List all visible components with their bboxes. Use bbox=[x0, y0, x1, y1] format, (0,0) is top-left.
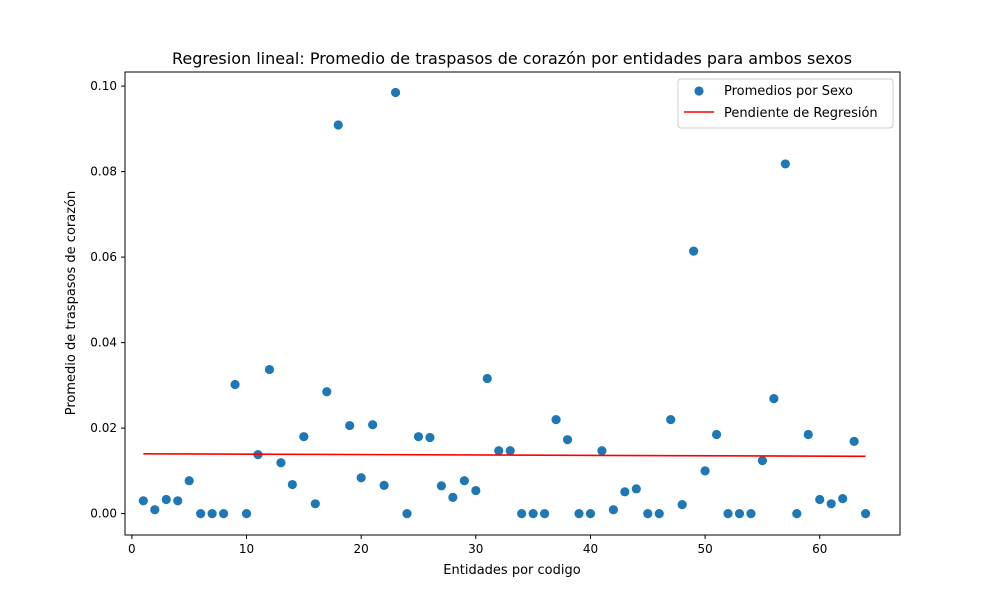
data-point bbox=[333, 120, 343, 130]
y-tick-label: 0.00 bbox=[90, 507, 117, 521]
data-point bbox=[425, 432, 435, 443]
y-axis-label: Promedio de traspasos de corazón bbox=[64, 191, 79, 415]
x-tick-label: 50 bbox=[697, 542, 712, 556]
data-point bbox=[413, 432, 424, 442]
regression-line bbox=[143, 452, 866, 458]
data-point bbox=[482, 373, 492, 384]
data-point bbox=[196, 509, 206, 519]
data-point bbox=[448, 492, 458, 502]
plot-frame bbox=[124, 71, 901, 536]
data-point bbox=[322, 387, 332, 397]
legend-box bbox=[677, 78, 894, 129]
data-point bbox=[746, 509, 756, 519]
data-point bbox=[631, 484, 641, 494]
data-point bbox=[689, 246, 699, 256]
data-point bbox=[264, 364, 275, 375]
data-point bbox=[390, 87, 401, 98]
data-point bbox=[173, 496, 183, 506]
data-point bbox=[540, 509, 550, 519]
chart-title: Regresion lineal: Promedio de traspasos … bbox=[172, 49, 852, 68]
data-point bbox=[207, 509, 217, 519]
data-point bbox=[849, 436, 859, 446]
data-point bbox=[287, 479, 297, 490]
data-point bbox=[402, 509, 412, 519]
data-point bbox=[551, 414, 561, 425]
data-point bbox=[803, 429, 813, 440]
data-point bbox=[368, 420, 378, 430]
data-point bbox=[608, 505, 618, 515]
legend: Promedios por Sexo Pendiente de Regresión bbox=[677, 78, 894, 129]
data-point bbox=[494, 446, 504, 456]
plot-area bbox=[124, 71, 901, 536]
y-tick-label: 0.06 bbox=[90, 250, 117, 264]
x-tick-label: 20 bbox=[354, 542, 369, 556]
data-point bbox=[597, 446, 607, 456]
data-point bbox=[815, 494, 825, 505]
data-point bbox=[528, 509, 538, 519]
x-tick-label: 60 bbox=[812, 542, 827, 556]
data-point bbox=[861, 509, 871, 519]
data-point bbox=[620, 487, 630, 497]
data-point bbox=[517, 509, 527, 519]
data-point bbox=[677, 500, 687, 510]
x-tick-label: 40 bbox=[583, 542, 598, 556]
y-tick-label: 0.04 bbox=[90, 336, 117, 350]
y-tick-label: 0.02 bbox=[90, 421, 117, 435]
data-point bbox=[138, 496, 148, 506]
data-point bbox=[241, 509, 252, 519]
data-point bbox=[505, 446, 515, 456]
data-point bbox=[700, 466, 710, 476]
data-point bbox=[734, 509, 745, 519]
y-axis: 0.00 0.02 0.04 0.06 0.08 0.10 bbox=[90, 79, 125, 521]
data-point bbox=[230, 379, 240, 390]
data-point bbox=[161, 494, 171, 505]
x-tick-label: 0 bbox=[128, 542, 136, 556]
data-point bbox=[780, 159, 790, 169]
legend-marker-scatter bbox=[694, 86, 704, 96]
legend-label-line: Pendiente de Regresión bbox=[724, 106, 878, 121]
data-point bbox=[826, 499, 836, 509]
data-point bbox=[585, 509, 596, 519]
x-axis: 0 10 20 30 40 50 60 bbox=[128, 535, 827, 556]
data-point bbox=[643, 509, 653, 519]
data-point bbox=[769, 394, 779, 404]
y-tick-label: 0.10 bbox=[90, 79, 117, 93]
data-point bbox=[757, 456, 768, 466]
legend-label-scatter: Promedios por Sexo bbox=[724, 84, 853, 99]
data-point bbox=[838, 494, 848, 504]
data-point bbox=[150, 505, 160, 515]
x-tick-label: 10 bbox=[239, 542, 254, 556]
data-point bbox=[654, 509, 664, 519]
data-point bbox=[218, 509, 229, 519]
data-point bbox=[345, 420, 355, 431]
data-point bbox=[723, 509, 733, 519]
data-point bbox=[184, 476, 194, 486]
data-point bbox=[459, 476, 469, 486]
data-point bbox=[471, 485, 481, 496]
data-point bbox=[299, 432, 309, 442]
x-tick-label: 30 bbox=[468, 542, 483, 556]
y-tick-label: 0.08 bbox=[90, 165, 117, 179]
data-point bbox=[711, 429, 722, 440]
data-point bbox=[276, 458, 286, 468]
data-point bbox=[356, 473, 366, 483]
data-point bbox=[574, 509, 584, 519]
data-point bbox=[436, 481, 447, 491]
x-axis-label: Entidades por codigo bbox=[443, 563, 580, 578]
data-point bbox=[562, 435, 573, 445]
data-point bbox=[310, 499, 320, 509]
data-point bbox=[666, 414, 676, 425]
data-point bbox=[379, 480, 389, 491]
data-point bbox=[792, 509, 802, 519]
